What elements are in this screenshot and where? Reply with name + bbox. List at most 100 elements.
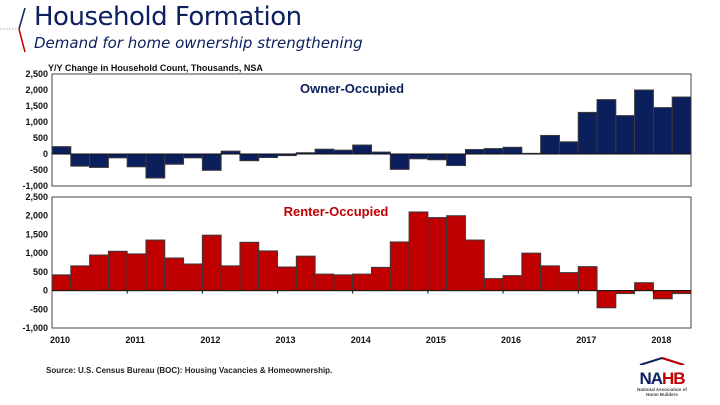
y-tick-label: 1,500 (25, 229, 48, 239)
bar (314, 273, 335, 292)
bar (634, 89, 654, 155)
page-subtitle: Demand for home ownership strengthening (34, 34, 363, 52)
bar (201, 153, 222, 171)
y-tick-label: 1,000 (25, 117, 48, 127)
page-title: Household Formation (34, 2, 302, 32)
x-tick-label: 2014 (351, 335, 371, 345)
bar (483, 278, 504, 292)
bar (126, 153, 147, 168)
y-tick-label: 0 (43, 286, 48, 296)
bar (671, 96, 692, 155)
bar (239, 241, 260, 292)
bar (164, 153, 185, 165)
x-tick-label: 2011 (125, 335, 145, 345)
bar (70, 265, 91, 292)
bar (220, 265, 241, 292)
y-axis-label: Y/Y Change in Household Count, Thousands… (48, 63, 263, 73)
bar (427, 153, 448, 161)
plot-frame (51, 196, 692, 329)
bar (389, 241, 410, 292)
y-tick-label: 0 (43, 149, 48, 159)
bar (483, 148, 504, 155)
bar (408, 211, 429, 292)
accent-slash-blue (18, 7, 26, 30)
y-tick-label: 2,500 (25, 69, 48, 79)
bar (183, 153, 203, 159)
nahb-logo: NAHB National Association of Home Builde… (636, 352, 688, 397)
bar (446, 215, 466, 292)
bar (652, 107, 673, 155)
bar (258, 250, 279, 292)
logo-roof-icon (639, 356, 685, 366)
bar (239, 153, 260, 162)
bar (634, 282, 654, 292)
bar (389, 153, 410, 170)
bar (577, 111, 598, 155)
bar (446, 153, 466, 167)
bar (596, 99, 617, 155)
x-tick-label: 2013 (276, 335, 296, 345)
bar (126, 253, 147, 292)
header-accent (0, 7, 26, 53)
x-tick-label: 2012 (200, 335, 220, 345)
y-tick-label: 1,500 (25, 101, 48, 111)
y-tick-label: 500 (33, 267, 48, 277)
y-tick-label: -500 (30, 165, 48, 175)
bar (51, 146, 72, 155)
bar (201, 234, 222, 292)
y-tick-label: 1,000 (25, 248, 48, 258)
bar (89, 254, 109, 292)
bar (577, 266, 598, 292)
bar (371, 266, 391, 292)
source-note: Source: U.S. Census Bureau (BOC): Housin… (46, 366, 333, 375)
bar (51, 274, 72, 292)
y-tick-label: 2,000 (25, 211, 48, 221)
bar (70, 153, 91, 167)
accent-slash-red (18, 28, 26, 53)
owner-panel-title: Owner-Occupied (300, 81, 404, 96)
y-tick-label: -500 (30, 304, 48, 314)
bar (107, 153, 128, 159)
bar (277, 266, 297, 292)
bar (615, 115, 636, 155)
renter-panel-title: Renter-Occupied (284, 204, 389, 219)
bar (521, 252, 542, 292)
x-tick-label: 2017 (576, 335, 596, 345)
y-tick-label: 2,500 (25, 192, 48, 202)
bar (540, 265, 560, 292)
bar (333, 149, 354, 155)
x-tick-label: 2016 (501, 335, 521, 345)
x-tick-label: 2010 (50, 335, 70, 345)
bar (164, 257, 185, 292)
bar (652, 290, 673, 300)
y-tick-label: -1,000 (22, 181, 48, 191)
bar (145, 239, 166, 292)
bar (427, 217, 448, 292)
bar (502, 146, 523, 155)
logo-text: NAHB (639, 369, 685, 388)
bar (333, 274, 354, 292)
bar (464, 239, 485, 292)
bar (295, 255, 316, 292)
x-tick-label: 2018 (651, 335, 671, 345)
bar (107, 250, 128, 292)
bar (596, 290, 617, 309)
bar (352, 144, 372, 155)
logo-full-name: National Association of Home Builders (637, 387, 687, 397)
y-tick-label: 2,000 (25, 85, 48, 95)
bar (145, 153, 166, 179)
bar (352, 273, 372, 292)
bar (408, 153, 429, 160)
bar (540, 134, 560, 155)
y-tick-label: -1,000 (22, 323, 48, 333)
bar (464, 149, 485, 155)
bar (558, 272, 579, 292)
bar (558, 141, 579, 155)
bar (258, 153, 279, 159)
bar (183, 263, 203, 292)
bar (314, 148, 335, 155)
x-tick-label: 2015 (426, 335, 446, 345)
bar (89, 153, 109, 168)
y-tick-label: 500 (33, 133, 48, 143)
